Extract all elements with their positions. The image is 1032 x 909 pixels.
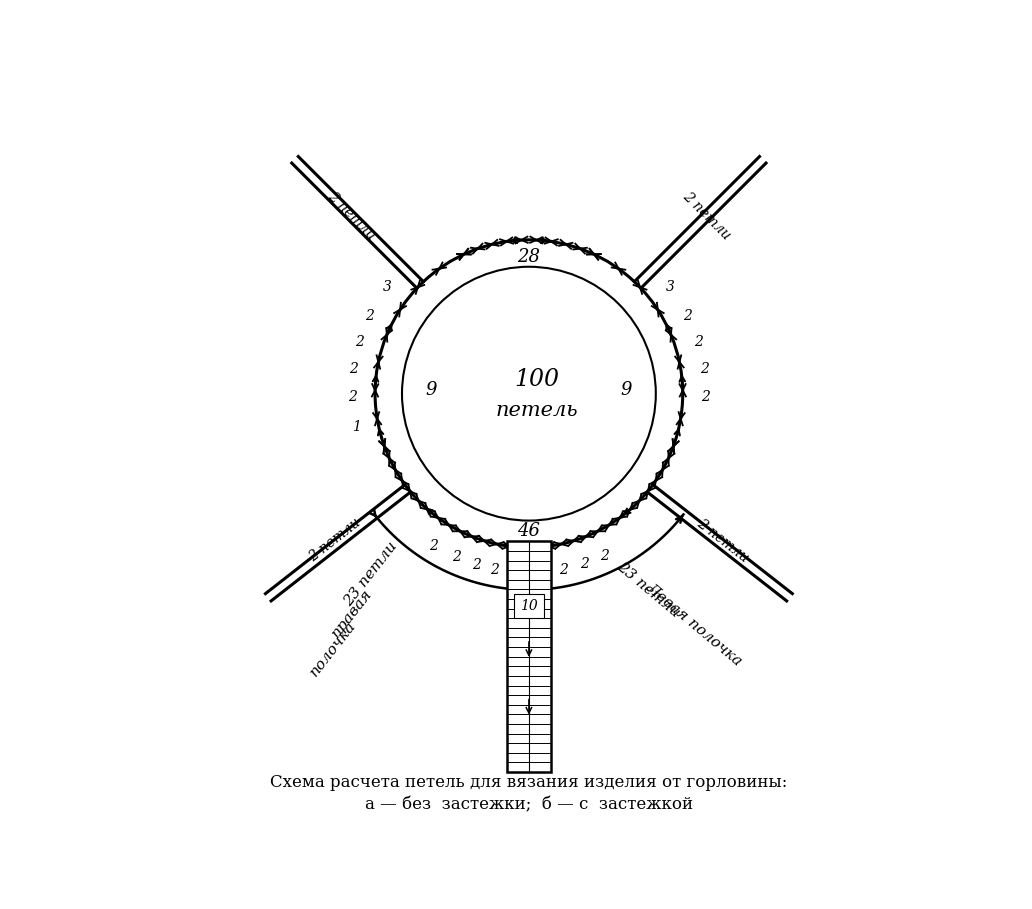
Text: 10: 10 <box>520 599 538 613</box>
Text: 2: 2 <box>683 309 692 323</box>
Text: 2: 2 <box>452 550 460 564</box>
Text: 2: 2 <box>558 563 568 576</box>
Text: петель: петель <box>495 401 578 420</box>
Text: 1: 1 <box>352 420 361 435</box>
Text: 2: 2 <box>365 309 375 323</box>
Text: 2: 2 <box>348 390 356 404</box>
Bar <box>514 594 544 618</box>
Text: 3: 3 <box>666 280 675 295</box>
Text: правая: правая <box>329 586 375 640</box>
Bar <box>507 542 551 772</box>
Text: 2: 2 <box>355 335 364 349</box>
Text: 2 петли: 2 петли <box>695 516 751 564</box>
Text: 23 петли: 23 петли <box>342 540 400 609</box>
Text: 2: 2 <box>490 563 499 576</box>
Text: 2 петли: 2 петли <box>307 516 363 564</box>
Text: 2: 2 <box>694 335 703 349</box>
Text: Левая полочка: Левая полочка <box>644 580 745 668</box>
Text: Схема расчета петель для вязания изделия от горловины:: Схема расчета петель для вязания изделия… <box>270 774 787 791</box>
Text: 9: 9 <box>621 381 633 399</box>
Text: полочка: полочка <box>308 619 358 679</box>
Text: 23 петли: 23 петли <box>614 560 682 620</box>
Text: 2 петли: 2 петли <box>324 189 378 243</box>
Text: 3: 3 <box>383 280 392 295</box>
Text: 28: 28 <box>517 248 541 265</box>
Text: 2: 2 <box>702 390 710 404</box>
Text: 2: 2 <box>700 362 709 376</box>
Text: 46: 46 <box>517 522 541 540</box>
Text: 9: 9 <box>425 381 437 399</box>
Text: 3: 3 <box>540 565 549 579</box>
Text: 2: 2 <box>349 362 358 376</box>
Text: 2: 2 <box>472 558 481 572</box>
Text: 2: 2 <box>580 557 588 571</box>
Text: 100: 100 <box>514 368 559 391</box>
Text: 3: 3 <box>509 565 518 579</box>
Text: 2 петли: 2 петли <box>680 189 734 243</box>
Text: 2: 2 <box>429 539 439 553</box>
Text: а — без  застежки;  б — с  застежкой: а — без застежки; б — с застежкой <box>365 796 692 814</box>
Text: 2: 2 <box>601 549 609 563</box>
